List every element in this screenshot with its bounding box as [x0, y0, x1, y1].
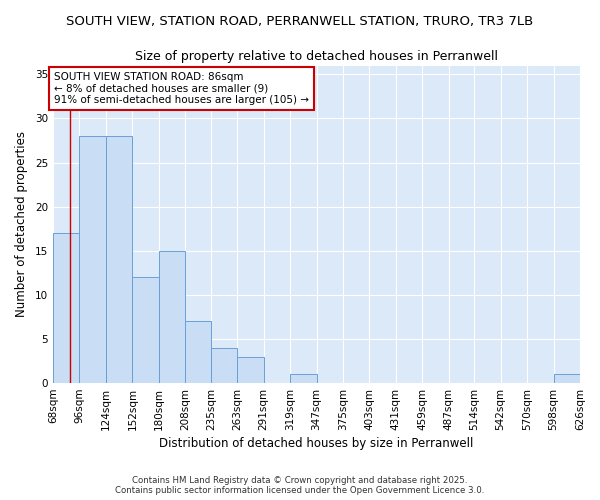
Bar: [554, 374, 580, 383]
Bar: [106, 136, 133, 383]
Text: SOUTH VIEW, STATION ROAD, PERRANWELL STATION, TRURO, TR3 7LB: SOUTH VIEW, STATION ROAD, PERRANWELL STA…: [67, 15, 533, 28]
Bar: [159, 251, 185, 383]
Bar: [211, 348, 237, 383]
Title: Size of property relative to detached houses in Perranwell: Size of property relative to detached ho…: [135, 50, 498, 63]
Bar: [185, 322, 211, 383]
Bar: [133, 277, 159, 383]
Bar: [237, 356, 263, 383]
Bar: [79, 136, 106, 383]
Bar: [53, 233, 79, 383]
Y-axis label: Number of detached properties: Number of detached properties: [15, 132, 28, 318]
X-axis label: Distribution of detached houses by size in Perranwell: Distribution of detached houses by size …: [160, 437, 474, 450]
Text: Contains HM Land Registry data © Crown copyright and database right 2025.
Contai: Contains HM Land Registry data © Crown c…: [115, 476, 485, 495]
Text: SOUTH VIEW STATION ROAD: 86sqm
← 8% of detached houses are smaller (9)
91% of se: SOUTH VIEW STATION ROAD: 86sqm ← 8% of d…: [54, 72, 309, 105]
Bar: [290, 374, 317, 383]
